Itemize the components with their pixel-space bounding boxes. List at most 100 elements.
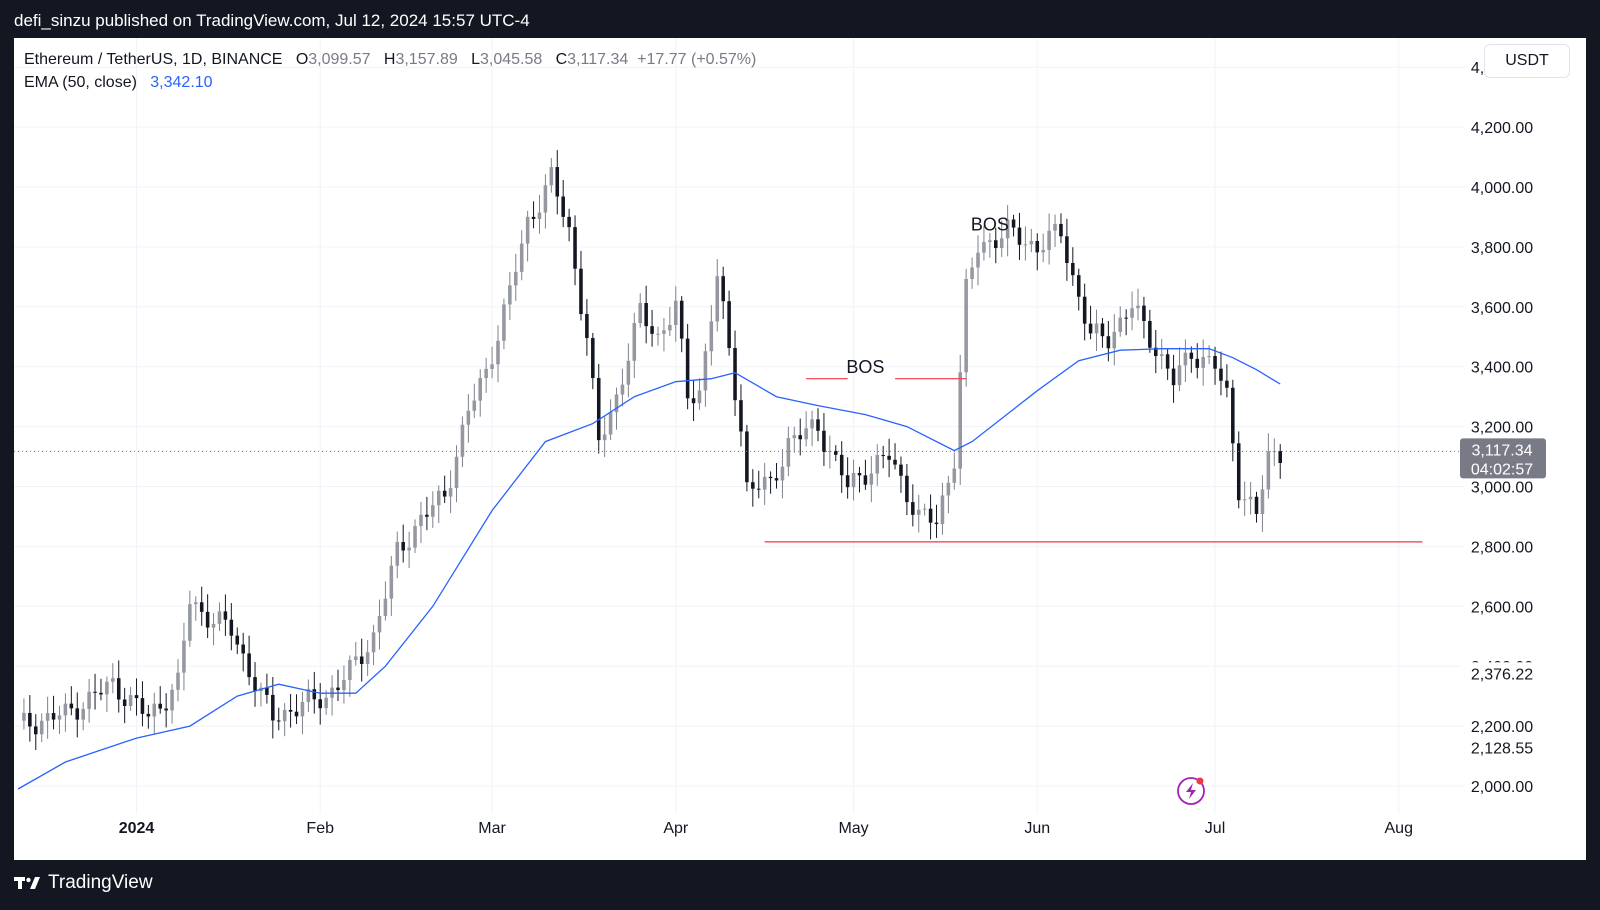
candle-body — [863, 475, 868, 485]
ema-line[interactable] — [17, 348, 1281, 790]
low-label: L — [471, 51, 480, 68]
candle-body — [294, 711, 299, 717]
candle-body — [419, 514, 423, 527]
candle-body — [490, 364, 494, 369]
candle-body — [828, 450, 832, 452]
candle-body — [798, 435, 802, 440]
candle-body — [229, 619, 234, 636]
candle-body — [620, 384, 625, 395]
candle-body — [1100, 323, 1105, 337]
candle-body — [709, 321, 714, 352]
candle-body — [1148, 320, 1152, 348]
candle-body — [964, 279, 968, 373]
candle-body — [282, 709, 287, 722]
candle-body — [1071, 263, 1075, 276]
candle-body — [952, 468, 957, 483]
candle-body — [496, 340, 500, 365]
candle-body — [1154, 347, 1158, 357]
candle-body — [1005, 219, 1010, 239]
candle-body — [721, 276, 725, 302]
current-price-tag[interactable] — [1460, 438, 1546, 479]
candle-body — [792, 435, 797, 439]
candle-body — [436, 490, 441, 506]
price-label: 2,376.22 — [1471, 666, 1533, 683]
tradingview-logo-icon — [14, 877, 40, 889]
candle-body — [810, 419, 814, 429]
currency-button[interactable]: USDT — [1484, 44, 1570, 78]
candle-body — [697, 390, 702, 404]
candle-body — [555, 167, 560, 197]
candle-body — [1059, 223, 1063, 237]
candle-body — [454, 456, 459, 489]
candle-body — [1248, 496, 1253, 500]
candle-body — [1142, 305, 1146, 321]
candle-body — [111, 678, 115, 682]
candle-body — [1047, 230, 1051, 250]
candle-body — [389, 565, 394, 599]
candle-body — [567, 216, 571, 228]
candle-body — [508, 285, 512, 305]
candle-body — [1029, 240, 1034, 245]
x-tick-label: Apr — [663, 820, 689, 837]
candle-body — [1219, 368, 1223, 381]
candle-body — [585, 314, 589, 339]
candle-body — [1041, 249, 1045, 253]
candle-body — [39, 720, 44, 735]
price-label-bg — [1461, 662, 1551, 685]
candle-body — [105, 681, 109, 695]
candle-body — [466, 410, 471, 425]
candle-body — [413, 526, 417, 548]
y-tick-label: 2,600.00 — [1471, 599, 1533, 616]
candle-body — [460, 424, 465, 457]
candle-body — [312, 689, 317, 700]
candle-body — [638, 303, 642, 324]
candle-body — [703, 351, 708, 391]
candle-body — [911, 502, 915, 515]
candle-body — [99, 692, 103, 695]
candle-body — [573, 227, 577, 269]
tradingview-logo[interactable]: TradingView — [14, 872, 153, 894]
open-value: 3,099.57 — [308, 51, 371, 68]
candle-body — [745, 431, 749, 483]
candle-body — [205, 611, 210, 628]
candle-body — [276, 720, 281, 722]
close-value: 3,117.34 — [567, 51, 629, 68]
tradingview-brand: TradingView — [48, 872, 153, 893]
chart-panel[interactable]: BOSBOS2,000.002,200.002,400.002,600.002,… — [14, 38, 1586, 860]
change-value: +17.77 (+0.57%) — [637, 51, 757, 68]
candle-body — [199, 602, 204, 612]
candle-body — [442, 490, 447, 497]
candle-body — [81, 708, 85, 720]
candle-body — [804, 428, 808, 440]
candle-body — [845, 475, 850, 488]
candle-body — [1231, 387, 1235, 444]
y-tick-label: 2,800.00 — [1471, 539, 1533, 556]
symbol-label[interactable]: Ethereum / TetherUS, 1D, BINANCE — [24, 51, 283, 68]
candle-body — [685, 338, 690, 399]
price-chart[interactable]: BOSBOS2,000.002,200.002,400.002,600.002,… — [14, 38, 1586, 860]
candle-body — [194, 602, 198, 605]
candle-body — [751, 482, 755, 489]
candle-body — [164, 708, 168, 711]
candle-body — [650, 326, 654, 334]
candle-body — [905, 475, 909, 503]
candle-body — [1260, 489, 1265, 514]
candle-body — [1236, 443, 1241, 501]
candle-body — [354, 656, 358, 661]
candle-body — [407, 547, 411, 551]
candle-body — [87, 691, 91, 709]
candle-body — [834, 450, 838, 455]
publisher-bar: defi_sinzu published on TradingView.com,… — [0, 0, 1600, 38]
candle-body — [1165, 354, 1170, 369]
candle-body — [235, 635, 240, 645]
candle-body — [1035, 240, 1040, 253]
candle-body — [774, 478, 779, 481]
ema-label[interactable]: EMA (50, close) — [24, 74, 137, 91]
y-tick-label: 3,400.00 — [1471, 360, 1533, 377]
candle-body — [1112, 331, 1117, 349]
candle-body — [1183, 352, 1188, 366]
candle-body — [691, 398, 696, 404]
candle-body — [306, 689, 311, 702]
candle-body — [851, 472, 856, 488]
candle-body — [1225, 380, 1229, 388]
